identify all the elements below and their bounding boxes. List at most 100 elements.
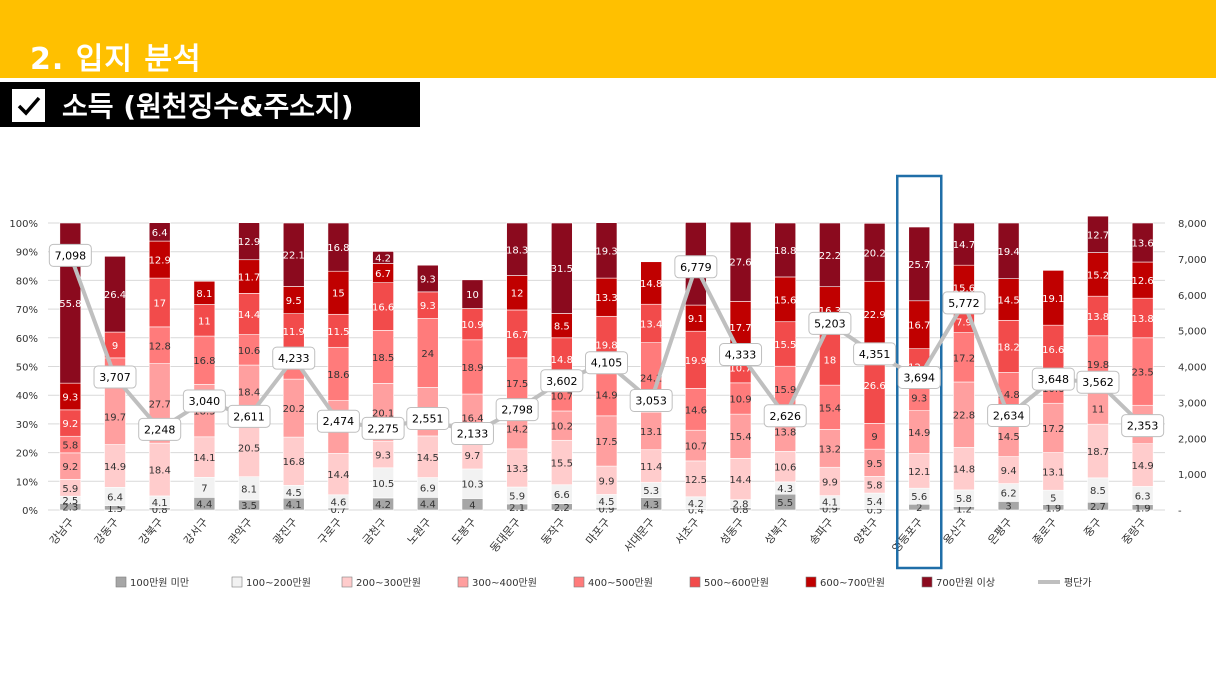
y-left-tick-label: 70% [16,305,38,316]
data-label: 15.6 [774,295,796,306]
x-tick-label: 동작구 [539,516,568,548]
line-point-label: 3,707 [99,371,131,384]
data-label: 4.5 [286,488,302,499]
data-label: 12.6 [1132,276,1154,287]
y-left-tick-label: 10% [16,477,38,488]
data-label: 22.8 [953,411,975,422]
legend-label: 400~500만원 [588,577,653,589]
data-label: 3.5 [241,501,257,512]
data-label: 13.3 [595,293,617,304]
data-label: 18.8 [774,246,796,257]
data-label: 5.8 [867,481,883,492]
data-label: 0.8 [733,505,749,516]
data-label: 11.9 [283,327,305,338]
data-label: 7.9 [956,317,972,328]
line-point-label-box [450,421,494,445]
data-label: 18.2 [997,342,1019,353]
y-left-tick-label: 20% [16,449,38,460]
x-tick-label: 마포구 [583,516,612,548]
data-label: 12.9 [238,237,260,248]
x-tick-label: 광진구 [271,516,300,548]
line-point-label-box [629,388,673,412]
y-right-tick-label: 4,000 [1178,363,1207,374]
data-label: 15.9 [774,385,796,396]
data-label: 15.4 [819,403,841,414]
y-right-tick-label: - [1178,506,1182,517]
data-label: 4.1 [152,498,168,509]
data-label: 14.2 [506,424,528,435]
data-label: 9.3 [420,301,436,312]
data-label: 5.9 [509,492,525,503]
y-right-tick-label: 2,000 [1178,434,1207,445]
data-label: 13.6 [1132,239,1154,250]
data-label: 5.6 [911,492,927,503]
data-label: 6.4 [107,493,123,504]
legend-swatch [231,576,243,588]
data-label: 10.7 [551,392,573,403]
data-label: 17.2 [953,353,975,364]
line-point-label: 7,098 [55,249,87,262]
legend-label: 평단가 [1064,577,1092,589]
data-label: 2.5 [62,496,78,507]
legend-swatch [573,576,585,588]
data-label: 10.6 [238,346,260,357]
data-label: 10.3 [461,480,483,491]
data-label: 4.4 [420,500,436,511]
data-label: 24 [421,349,434,360]
data-label: 16.6 [1042,345,1064,356]
data-label: 8.1 [241,484,257,495]
data-label: 6.7 [375,269,391,280]
data-label: 11.4 [640,462,662,473]
data-label: 4.1 [286,500,302,511]
bar-segment [640,261,662,305]
line-point-label: 2,353 [1127,420,1159,433]
line-point-label: 3,562 [1082,376,1114,389]
data-label: 5.8 [62,441,78,452]
data-label: 10.7 [685,442,707,453]
bar-segment [148,222,171,242]
y-right-tick-label: 5,000 [1178,327,1207,338]
data-label: 9.3 [911,393,927,404]
bar-segment [238,222,260,261]
data-label: 12.8 [149,341,171,352]
data-label: 18.5 [372,353,394,364]
data-label: 13.4 [640,319,662,330]
data-label: 16.8 [283,457,305,468]
data-label: 4.5 [599,497,615,508]
x-tick-label: 서초구 [673,516,702,548]
data-label: 19.9 [685,356,707,367]
x-tick-label: 동대문구 [487,516,523,555]
data-label: 10.9 [729,395,751,406]
line-point-label-box [406,406,450,430]
line-point-label-box [897,365,941,389]
data-label: 20.2 [283,404,305,415]
y-right-tick-label: 8,000 [1178,219,1207,230]
data-label: 2.2 [554,503,570,514]
data-label: 27.6 [729,258,751,269]
data-label: 4.2 [688,499,704,510]
data-label: 4.3 [643,500,659,511]
data-label: 15 [332,289,345,300]
bar-segment [774,222,797,278]
data-label: 3 [1005,502,1011,513]
line-point-label-box [138,417,182,441]
x-tick-label: 서대문구 [621,516,657,555]
line-point-label-box [495,398,539,422]
data-label: 16.4 [461,414,483,425]
data-label: 13.1 [1042,467,1064,478]
bar-segment [1042,270,1065,326]
data-label: 12.7 [1087,230,1109,241]
data-label: 6.6 [554,490,570,501]
bar-segment [595,222,618,279]
legend-swatch [805,576,817,588]
data-label: 0.8 [152,505,168,516]
data-label: 6.4 [152,228,168,239]
data-label: 12.1 [908,467,930,478]
data-label: 19.8 [595,341,617,352]
line-point-label-box [316,409,360,433]
line-point-label-box [361,416,405,440]
data-label: 16.8 [327,243,349,254]
line-point-label-box [93,365,137,389]
data-label: 9.3 [62,392,78,403]
x-tick-label: 성북구 [762,516,791,548]
